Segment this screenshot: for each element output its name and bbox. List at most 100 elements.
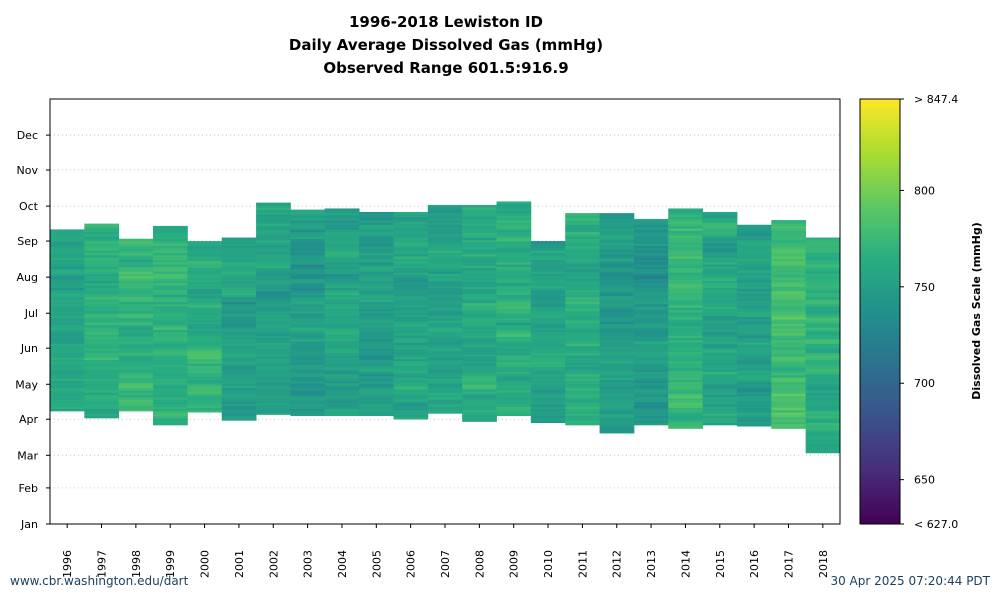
heatmap-cell	[496, 390, 532, 393]
heatmap-cell	[702, 262, 738, 265]
heatmap-cell	[290, 324, 326, 328]
heatmap-cell	[668, 260, 704, 264]
heatmap-cell	[805, 448, 841, 451]
heatmap-cell	[462, 326, 497, 329]
heatmap-cell	[736, 358, 772, 362]
heatmap-cell	[736, 284, 772, 287]
heatmap-cell	[153, 352, 188, 356]
heatmap-cell	[187, 277, 223, 280]
heatmap-cell	[359, 320, 394, 323]
heatmap-cell	[50, 385, 85, 389]
heatmap-cell	[633, 338, 669, 342]
heatmap-cell	[771, 251, 807, 255]
heatmap-cell	[633, 310, 669, 314]
heatmap-cell	[668, 391, 704, 394]
heatmap-cell	[256, 335, 291, 338]
heatmap-cell	[633, 343, 669, 347]
heatmap-cell	[221, 397, 257, 400]
heatmap-cell	[50, 287, 85, 291]
x-tick-label: 2015	[714, 550, 727, 578]
heatmap-cell	[633, 387, 669, 391]
heatmap-cell	[324, 271, 360, 274]
heatmap-cell	[221, 364, 257, 368]
heatmap-cell	[565, 317, 600, 321]
footer-source-link[interactable]: www.cbr.washington.edu/dart	[10, 574, 189, 588]
heatmap-cell	[324, 231, 360, 235]
heatmap-cell	[633, 362, 669, 365]
heatmap-cell	[359, 336, 394, 340]
heatmap-cell	[668, 302, 704, 306]
heatmap-cell	[153, 243, 188, 247]
heatmap-cell	[359, 271, 394, 274]
heatmap-cell	[118, 385, 154, 389]
heatmap-cell	[324, 278, 360, 281]
heatmap-cell	[153, 227, 188, 230]
heatmap-cell	[462, 207, 497, 210]
heatmap-cell	[599, 270, 635, 273]
heatmap-cell	[427, 411, 463, 414]
heatmap-cell	[118, 262, 154, 265]
heatmap-cell	[84, 315, 120, 319]
heatmap-cell	[771, 405, 807, 408]
heatmap-column-2010	[530, 241, 566, 423]
heatmap-cell	[462, 281, 497, 285]
heatmap-cell	[496, 220, 532, 223]
heatmap-cell	[702, 289, 738, 293]
heatmap-cell	[427, 329, 463, 333]
heatmap-cell	[805, 271, 841, 274]
heatmap-cell	[359, 385, 394, 389]
heatmap-cell	[702, 248, 738, 251]
heatmap-cell	[393, 281, 429, 285]
x-tick-label: 2011	[576, 550, 589, 578]
heatmap-cell	[496, 217, 532, 221]
heatmap-cell	[221, 313, 257, 316]
heatmap-cell	[771, 407, 807, 411]
heatmap-cell	[84, 331, 120, 335]
heatmap-cell	[805, 432, 841, 435]
heatmap-cell	[736, 326, 772, 329]
heatmap-cell	[633, 373, 669, 377]
heatmap-cell	[256, 314, 291, 318]
heatmap-cell	[427, 250, 463, 253]
heatmap-cell	[427, 236, 463, 240]
heatmap-cell	[565, 362, 600, 365]
heatmap-cell	[702, 420, 738, 423]
heatmap-cell	[565, 306, 600, 309]
heatmap-cell	[50, 269, 85, 272]
y-tick-label: Feb	[19, 482, 38, 495]
heatmap-cell	[668, 211, 704, 215]
heatmap-cell	[702, 271, 738, 274]
heatmap-cell	[221, 355, 257, 358]
heatmap-cell	[256, 384, 291, 387]
heatmap-cell	[599, 354, 635, 357]
heatmap-cell	[187, 281, 223, 285]
heatmap-cell	[256, 291, 291, 294]
heatmap-cell	[462, 246, 497, 250]
heatmap-cell	[565, 376, 600, 379]
heatmap-cell	[702, 364, 738, 368]
heatmap-cell	[805, 369, 841, 372]
heatmap-cell	[805, 289, 841, 293]
heatmap-cell	[290, 292, 326, 295]
heatmap-cell	[324, 413, 360, 417]
heatmap-cell	[359, 399, 394, 403]
heatmap-cell	[118, 345, 154, 349]
heatmap-cell	[736, 337, 772, 341]
heatmap-cell	[359, 280, 394, 284]
heatmap-cell	[50, 275, 85, 279]
heatmap-cell	[668, 379, 704, 383]
heatmap-cell	[50, 336, 85, 340]
heatmap-cell	[50, 320, 85, 323]
heatmap-cell	[427, 248, 463, 251]
heatmap-cell	[565, 222, 600, 226]
heatmap-cell	[324, 408, 360, 412]
heatmap-cell	[84, 362, 120, 365]
heatmap-cell	[633, 301, 669, 305]
heatmap-cell	[187, 365, 223, 369]
heatmap-cell	[668, 300, 704, 304]
heatmap-cell	[153, 327, 188, 330]
heatmap-cell	[496, 401, 532, 405]
heatmap-cell	[187, 409, 223, 413]
heatmap-cell	[221, 320, 257, 323]
heatmap-cell	[290, 380, 326, 384]
